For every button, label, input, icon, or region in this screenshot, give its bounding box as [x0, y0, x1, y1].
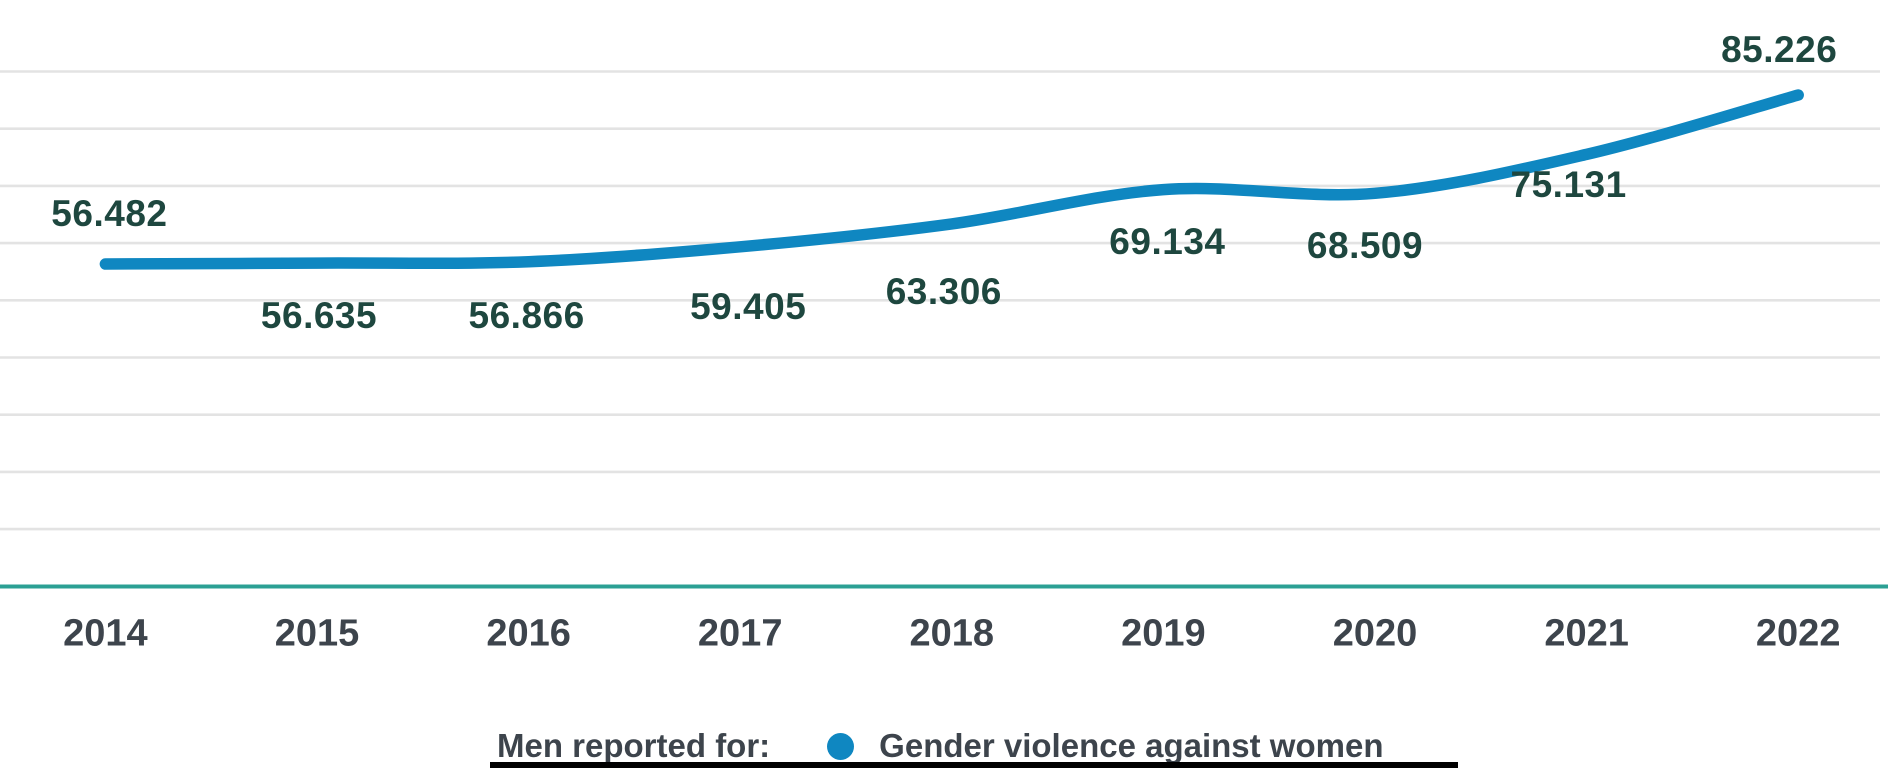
- x-tick-label-2015: 2015: [274, 612, 360, 655]
- x-tick-label-2021: 2021: [1544, 612, 1629, 655]
- gridlines: [0, 70, 1880, 531]
- data-label-2018: 63.306: [885, 270, 1002, 312]
- legend-series-label: Gender violence against women: [879, 727, 1384, 764]
- x-tick-label-2019: 2019: [1121, 612, 1206, 655]
- x-tick-label-2018: 2018: [909, 612, 995, 655]
- legend-marker-dot: [827, 732, 855, 760]
- x-tick-label-2022: 2022: [1755, 612, 1841, 655]
- x-tick-label-2020: 2020: [1332, 612, 1418, 655]
- bottom-crop-bar: [490, 762, 1458, 768]
- data-label-2019: 69.134: [1109, 220, 1226, 262]
- data-label-2021: 75.131: [1510, 164, 1627, 206]
- data-label-2017: 59.405: [690, 285, 807, 327]
- series-line-gender-violence: [99, 89, 1804, 270]
- x-tick-label-2017: 2017: [697, 612, 783, 655]
- data-label-2016: 56.866: [468, 294, 585, 336]
- x-tick-label-2014: 2014: [63, 612, 148, 655]
- legend-title: Men reported for:: [497, 727, 771, 764]
- data-label-2015: 56.635: [260, 295, 378, 337]
- chart-legend: Men reported for: Gender violence agains…: [497, 726, 1384, 766]
- data-label-2022: 85.226: [1721, 29, 1838, 70]
- data-label-2020: 68.509: [1306, 225, 1424, 267]
- data-label-2014: 56.482: [51, 193, 168, 234]
- x-tick-label-2016: 2016: [486, 612, 571, 655]
